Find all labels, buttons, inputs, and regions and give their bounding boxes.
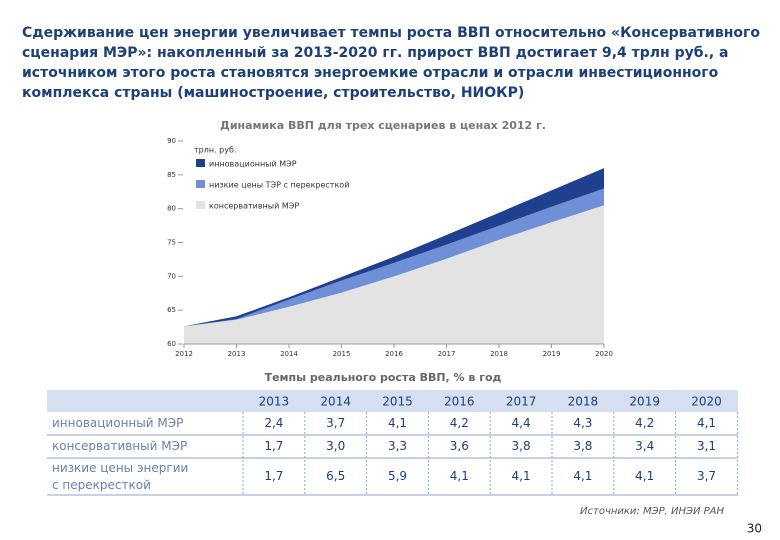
x-tick-label: 2012: [175, 350, 193, 358]
table-title: Темпы реального роста ВВП, % в год: [265, 371, 502, 384]
x-tick-label: 2018: [490, 350, 508, 358]
slide-title: Сдерживание цен энергии увеличивает темп…: [22, 25, 760, 41]
table-cell: 4,2: [635, 416, 654, 430]
y-tick-label: 60: [167, 340, 176, 348]
table-cell: 3,8: [512, 439, 531, 453]
row-label-line: с перекресткой: [52, 478, 151, 492]
table-header-cell: 2018: [568, 395, 599, 409]
legend-swatch: [196, 180, 205, 188]
y-tick-label: 80: [167, 205, 176, 213]
table-cell: 3,8: [573, 439, 592, 453]
x-tick-label: 2020: [595, 350, 613, 358]
y-tick-label: 75: [167, 239, 176, 247]
table-header-cell: 2015: [382, 395, 413, 409]
table-header-cell: 2016: [444, 395, 475, 409]
table-cell: 4,4: [512, 416, 531, 430]
table-cell: 3,3: [388, 439, 407, 453]
x-tick-label: 2015: [333, 350, 351, 358]
table-cell: 1,7: [264, 469, 283, 483]
y-tick-label: 65: [167, 306, 176, 314]
row-label: низкие цены энергии с перекресткой: [52, 461, 188, 492]
y-tick-label: 90: [167, 137, 176, 145]
legend-swatch: [196, 159, 205, 167]
table-header-cell: 2019: [629, 395, 660, 409]
table-header-cell: 2014: [320, 395, 351, 409]
table-cell: 4,1: [635, 469, 654, 483]
table-cell: 4,1: [388, 416, 407, 430]
row-label: инновационный МЭР: [52, 416, 183, 430]
table-cell: 4,3: [573, 416, 592, 430]
table-header-cell: 2020: [691, 395, 722, 409]
table-cell: 3,0: [326, 439, 345, 453]
x-tick-label: 2017: [438, 350, 456, 358]
page-number: 30: [747, 522, 762, 536]
x-tick-label: 2013: [228, 350, 246, 358]
table-cell: 3,7: [697, 469, 716, 483]
table-cell: 1,7: [264, 439, 283, 453]
table-cell: 5,9: [388, 469, 407, 483]
table-cell: 4,1: [573, 469, 592, 483]
table-cell: 4,1: [512, 469, 531, 483]
table-cell: 6,5: [326, 469, 345, 483]
y-tick-label: 70: [167, 272, 176, 280]
table-cell: 3,6: [450, 439, 469, 453]
x-tick-label: 2014: [280, 350, 298, 358]
y-tick-label: 85: [167, 171, 176, 179]
legend-label: низкие цены ТЭР с перекресткой: [209, 181, 349, 190]
table-cell: 3,1: [697, 439, 716, 453]
row-label-line: низкие цены энергии: [52, 461, 188, 475]
source: Источники: МЭР, ИНЭИ РАН: [580, 506, 724, 517]
legend-label: консервативный МЭР: [209, 202, 299, 211]
table-cell: 2,4: [264, 416, 283, 430]
legend-swatch: [196, 201, 205, 209]
slide-title: сценария МЭР»: накопленный за 2013-2020 …: [22, 45, 728, 61]
table-cell: 4,1: [450, 469, 469, 483]
table-cell: 3,7: [326, 416, 345, 430]
table-cell: 4,1: [697, 416, 716, 430]
slide-title: источником этого роста становятся энерго…: [22, 65, 719, 81]
table-cell: 3,4: [635, 439, 654, 453]
row-label: консервативный МЭР: [52, 439, 187, 453]
y-axis-label: трлн. руб.: [194, 146, 236, 155]
table-header-bg: [47, 390, 738, 412]
x-tick-label: 2019: [543, 350, 561, 358]
chart-title: Динамика ВВП для трех сценариев в ценах …: [220, 119, 546, 132]
table-header-cell: 2013: [259, 395, 290, 409]
x-tick-label: 2016: [385, 350, 403, 358]
slide-title: комплекса страны (машиностроение, строит…: [22, 85, 524, 101]
table-cell: 4,2: [450, 416, 469, 430]
legend-label: инновационный МЭР: [209, 160, 297, 169]
area: [184, 205, 604, 344]
table-header-cell: 2017: [506, 395, 537, 409]
